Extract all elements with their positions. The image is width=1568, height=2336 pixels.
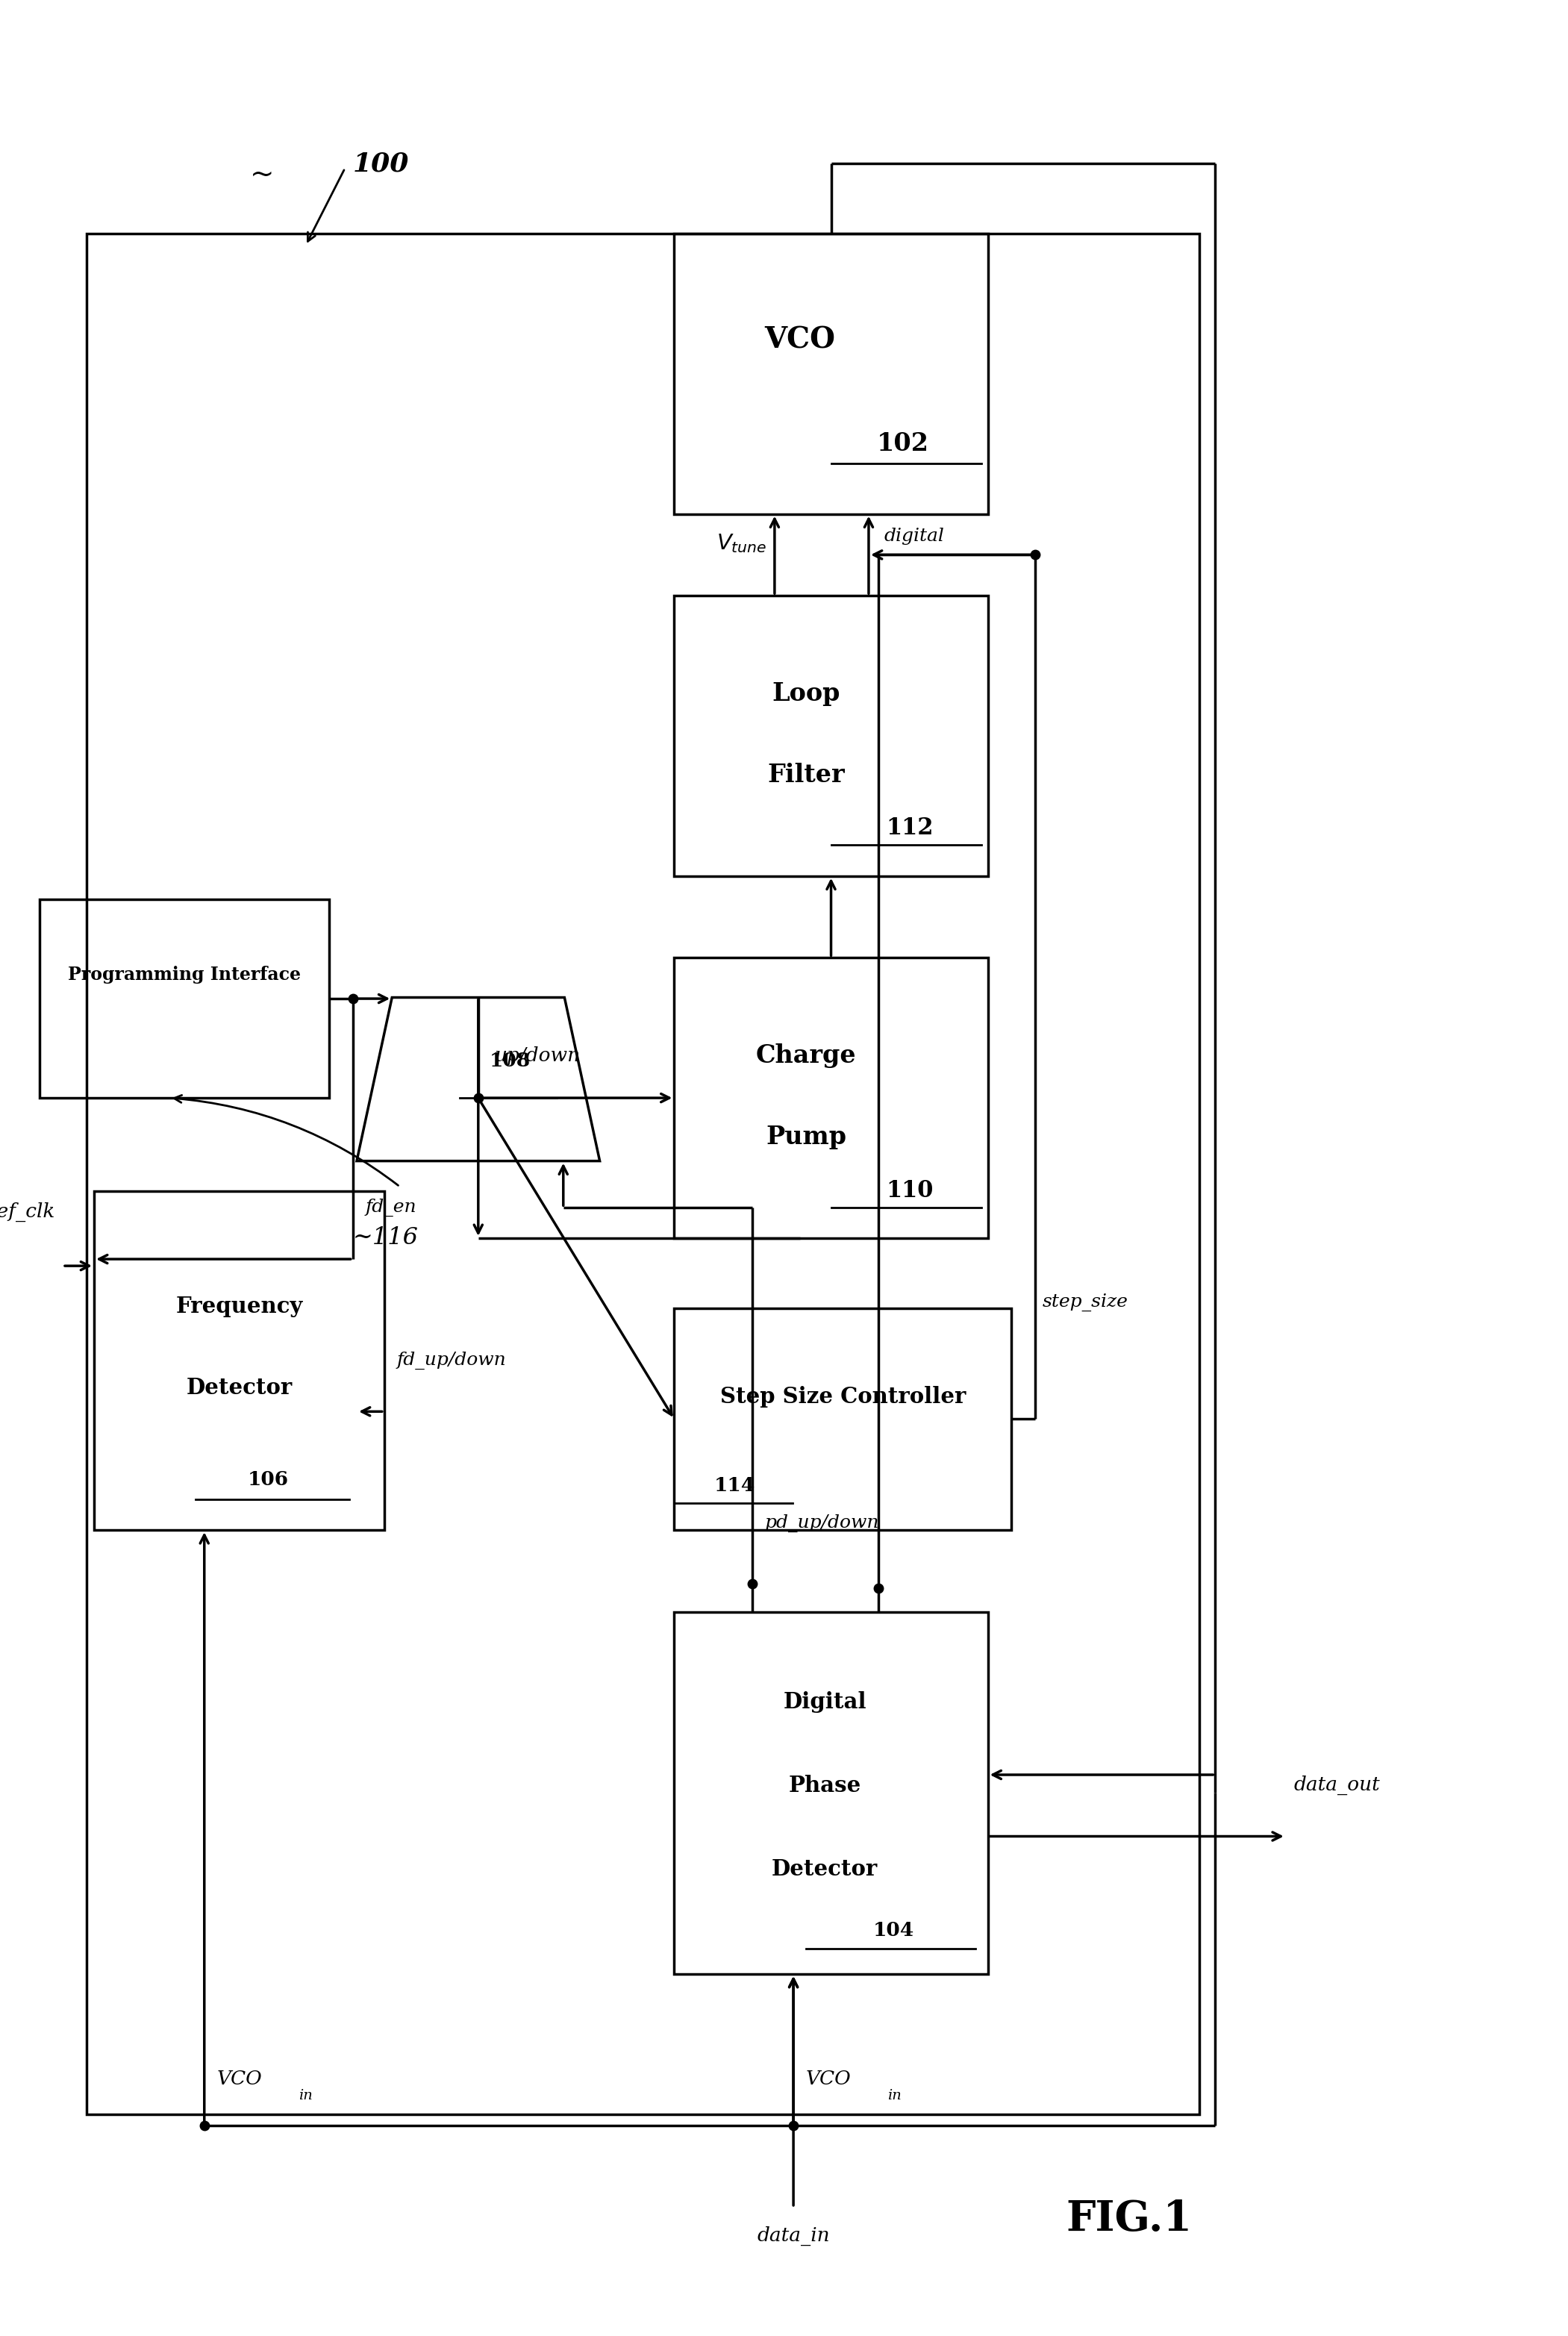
Text: Charge: Charge xyxy=(756,1044,856,1068)
Text: ref_clk: ref_clk xyxy=(0,1203,55,1222)
Text: Frequency: Frequency xyxy=(176,1296,303,1318)
Text: 102: 102 xyxy=(877,432,930,456)
Text: VCO: VCO xyxy=(806,2070,851,2088)
Text: 108: 108 xyxy=(489,1051,530,1070)
Text: ~116: ~116 xyxy=(353,1226,419,1250)
Text: Detector: Detector xyxy=(187,1376,292,1399)
Text: data_in: data_in xyxy=(757,2226,829,2245)
Text: 112: 112 xyxy=(886,818,933,841)
Text: fd_en: fd_en xyxy=(365,1198,417,1217)
Text: 114: 114 xyxy=(715,1476,756,1495)
Text: Loop: Loop xyxy=(771,682,840,705)
Bar xyxy=(674,958,988,1238)
Text: Programming Interface: Programming Interface xyxy=(67,965,301,983)
Text: FIG.1: FIG.1 xyxy=(1066,2198,1192,2240)
Text: data_out: data_out xyxy=(1294,1775,1380,1794)
Text: fd_up/down: fd_up/down xyxy=(397,1350,506,1369)
Bar xyxy=(39,899,329,1098)
Text: digital: digital xyxy=(884,528,944,544)
Text: Phase: Phase xyxy=(789,1775,861,1796)
Text: VCO: VCO xyxy=(216,2070,262,2088)
Text: 110: 110 xyxy=(886,1180,933,1203)
Text: Pump: Pump xyxy=(765,1126,847,1149)
Bar xyxy=(674,234,988,514)
Text: 104: 104 xyxy=(873,1920,914,1939)
Text: Filter: Filter xyxy=(767,764,845,787)
Text: 100: 100 xyxy=(353,152,409,175)
Bar xyxy=(674,1612,988,1974)
Text: VCO: VCO xyxy=(764,327,836,355)
Text: up/down: up/down xyxy=(494,1047,580,1065)
Text: step_size: step_size xyxy=(1043,1294,1129,1310)
Text: Step Size Controller: Step Size Controller xyxy=(720,1385,966,1409)
Bar xyxy=(674,1308,1011,1530)
Text: 106: 106 xyxy=(248,1469,289,1488)
Text: in: in xyxy=(887,2088,902,2102)
Text: Digital: Digital xyxy=(782,1691,867,1712)
Text: ~: ~ xyxy=(249,161,274,189)
Bar xyxy=(674,596,988,876)
Bar xyxy=(94,1191,384,1530)
Bar xyxy=(86,234,1200,2114)
Text: $V_{tune}$: $V_{tune}$ xyxy=(717,533,767,554)
Text: Detector: Detector xyxy=(771,1857,878,1880)
Text: pd_up/down: pd_up/down xyxy=(765,1514,880,1532)
Text: in: in xyxy=(298,2088,312,2102)
